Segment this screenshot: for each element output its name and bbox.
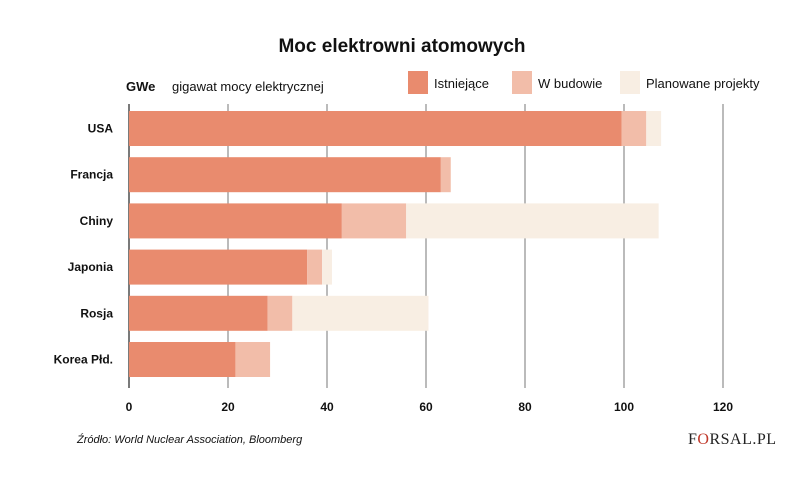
category-label: Rosja <box>80 306 113 320</box>
category-label: Korea Płd. <box>54 353 113 367</box>
x-tick-label: 40 <box>320 400 334 414</box>
bar-segment <box>621 111 647 146</box>
legend-label: Planowane projekty <box>646 76 760 91</box>
x-tick-label: 0 <box>126 400 133 414</box>
bar-segment <box>292 295 429 331</box>
bar-segment <box>129 157 441 193</box>
bar-segment <box>646 111 662 146</box>
x-tick-label: 20 <box>221 400 235 414</box>
x-tick-label: 120 <box>713 400 733 414</box>
legend-swatch <box>512 71 532 94</box>
source-note: Źródło: World Nuclear Association, Bloom… <box>76 433 303 446</box>
bar-segment <box>307 249 323 285</box>
forsal-logo: FORSAL.PL <box>688 431 777 448</box>
bar-segment <box>322 249 332 285</box>
category-label: Francja <box>70 168 113 182</box>
legend: Istniejące W budowie Planowane projekty <box>408 71 760 94</box>
bar-segment <box>129 203 342 239</box>
x-tick-labels: 0 20 40 60 80 100 120 <box>126 400 734 414</box>
legend-swatch <box>408 71 428 94</box>
category-labels: USA Francja Chiny Japonia Rosja Korea Płd. <box>54 122 114 367</box>
legend-label: Istniejące <box>434 76 489 91</box>
category-label: USA <box>88 122 114 136</box>
x-tick-label: 80 <box>518 400 532 414</box>
unit-long-label: gigawat mocy elektrycznej <box>172 79 324 94</box>
bars <box>129 111 662 377</box>
category-label: Japonia <box>68 260 114 274</box>
x-tick-label: 60 <box>419 400 433 414</box>
bar-segment <box>129 295 268 331</box>
unit-short-label: GWe <box>126 79 155 94</box>
bar-segment <box>129 111 622 146</box>
chart-title: Moc elektrowni atomowych <box>278 36 525 57</box>
bar-segment <box>267 295 293 331</box>
legend-swatch <box>620 71 640 94</box>
bar-segment <box>129 249 308 285</box>
category-label: Chiny <box>80 214 114 228</box>
bar-segment <box>440 157 451 193</box>
x-tick-label: 100 <box>614 400 634 414</box>
bar-segment <box>406 203 659 239</box>
gridlines <box>128 104 724 388</box>
legend-label: W budowie <box>538 76 602 91</box>
bar-segment <box>129 342 236 377</box>
bar-segment <box>235 342 271 377</box>
bar-segment <box>341 203 407 239</box>
